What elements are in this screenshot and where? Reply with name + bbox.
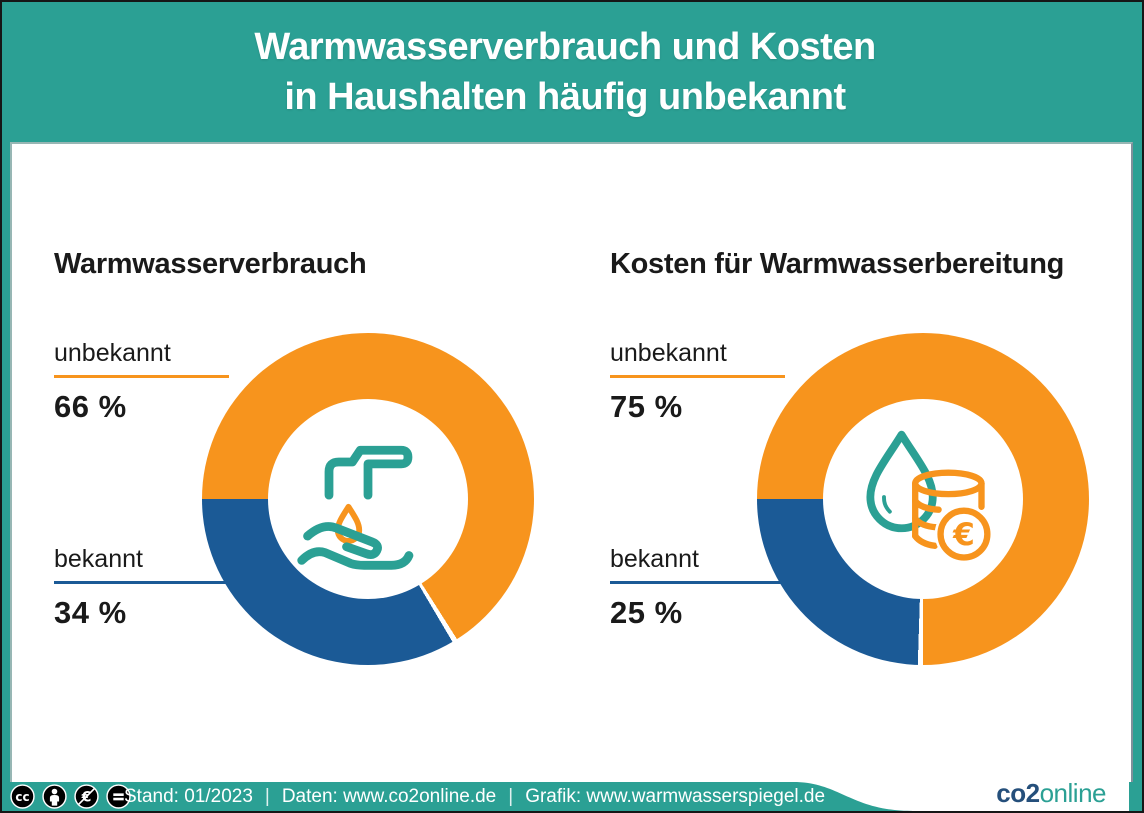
footer-bar: cc € Stand: 01/2023 | Daten: www.co2onli… <box>2 782 1142 811</box>
footer-curve-shape <box>797 782 914 811</box>
label-group-verbrauch-bekannt: bekannt 34 % <box>54 544 284 631</box>
footer-separator: | <box>264 785 270 807</box>
logo-part-co2: co2 <box>996 778 1040 808</box>
footer-grafik: Grafik: www.warmwasserspiegel.de <box>525 785 826 807</box>
cc-license-badges: cc € <box>10 784 131 809</box>
donut-hole: € <box>823 399 1023 599</box>
svg-text:cc: cc <box>15 790 29 804</box>
chart-title-warmwasserverbrauch: Warmwasserverbrauch <box>54 248 367 280</box>
label-group-verbrauch-unbekannt: unbekannt 66 % <box>54 338 284 425</box>
slice-percentage: 75 % <box>610 389 683 424</box>
faucet-hand-water-drop-icon <box>297 445 414 570</box>
svg-text:€: € <box>952 517 975 553</box>
cc-nc-eu-icon: € <box>74 784 99 809</box>
slice-label: bekannt <box>54 545 143 573</box>
page-title-line1: Warmwasserverbrauch und Kosten <box>254 26 876 68</box>
page-title-line2: in Haushalten häufig unbekannt <box>284 76 846 118</box>
logo-part-online: online <box>1039 778 1107 808</box>
leader-line <box>610 375 785 378</box>
cc-nd-icon <box>106 784 131 809</box>
label-group-kosten-unbekannt: unbekannt 75 % <box>610 338 840 425</box>
footer-logo-area <box>912 782 1129 811</box>
donut-chart-kosten: € <box>757 333 1089 665</box>
donut-hole <box>268 399 468 599</box>
footer-stand: Stand: 01/2023 <box>124 785 253 807</box>
co2online-logo: co2online <box>996 780 1106 806</box>
donut-chart-warmwasserverbrauch <box>202 333 534 665</box>
footer-credits: Stand: 01/2023 | Daten: www.co2online.de… <box>124 782 825 811</box>
slice-label: unbekannt <box>54 339 171 367</box>
footer-daten: Daten: www.co2online.de <box>281 785 497 807</box>
cc-by-icon <box>42 784 67 809</box>
label-group-kosten-bekannt: bekannt 25 % <box>610 544 840 631</box>
leader-line <box>54 375 229 378</box>
slice-label: unbekannt <box>610 339 727 367</box>
cc-icon: cc <box>10 784 35 809</box>
slice-percentage: 66 % <box>54 389 127 424</box>
leader-line <box>610 581 785 584</box>
slice-label: bekannt <box>610 545 699 573</box>
page-title: Warmwasserverbrauch und Kosten in Hausha… <box>2 22 1128 122</box>
footer-separator: | <box>508 785 514 807</box>
chart-title-kosten: Kosten für Warmwasserbereitung <box>610 248 1065 280</box>
slice-percentage: 34 % <box>54 595 127 630</box>
water-drop-euro-coins-icon: € <box>866 430 994 564</box>
slice-percentage: 25 % <box>610 595 683 630</box>
leader-line <box>54 581 229 584</box>
